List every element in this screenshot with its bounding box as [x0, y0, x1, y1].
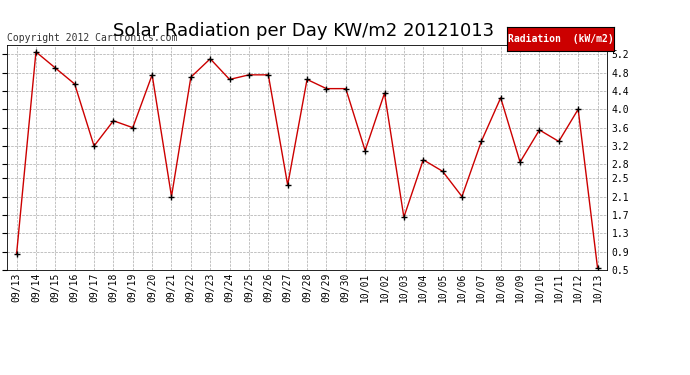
Text: Radiation  (kW/m2): Radiation (kW/m2): [508, 34, 613, 44]
Text: Solar Radiation per Day KW/m2 20121013: Solar Radiation per Day KW/m2 20121013: [113, 22, 494, 40]
Text: Copyright 2012 Cartronics.com: Copyright 2012 Cartronics.com: [7, 33, 177, 43]
